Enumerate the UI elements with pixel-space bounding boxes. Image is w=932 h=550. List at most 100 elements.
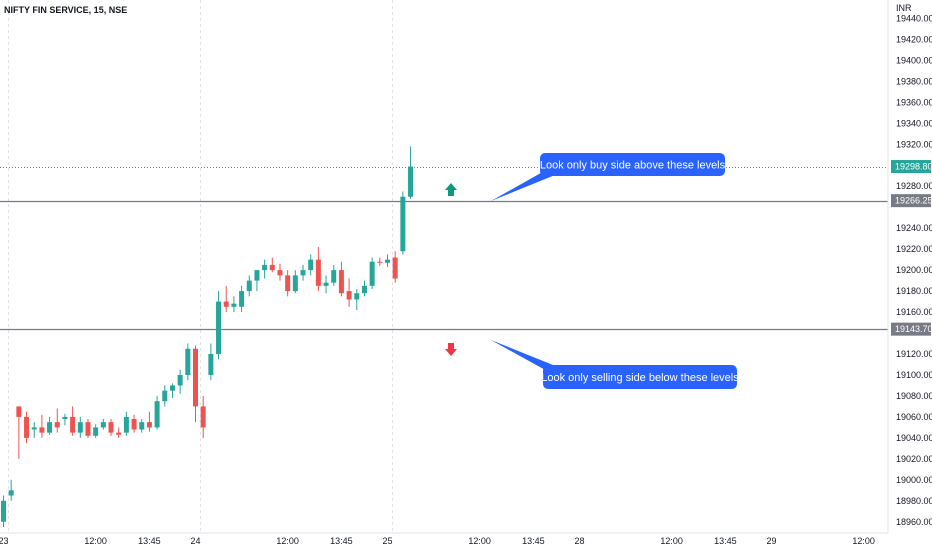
candle-down[interactable] (277, 263, 283, 281)
candle-up[interactable] (100, 419, 106, 430)
candle-down[interactable] (223, 285, 229, 313)
candle-body (377, 261, 383, 263)
candle-up[interactable] (8, 479, 14, 501)
candle-down[interactable] (193, 345, 198, 423)
candle-body (200, 406, 206, 428)
candle-up[interactable] (1, 495, 6, 527)
candle-body (331, 270, 337, 283)
candle-up[interactable] (77, 416, 83, 438)
level-price-tag-text: 19266.25 (895, 196, 932, 206)
level-price-tag-bg (891, 322, 931, 336)
candle-up[interactable] (169, 383, 175, 399)
x-tick-label: 12:00 (276, 536, 299, 546)
candle-down[interactable] (54, 408, 60, 433)
candle-up[interactable] (139, 419, 145, 433)
candle-down[interactable] (392, 251, 398, 283)
candle-up[interactable] (254, 270, 260, 292)
candle-down[interactable] (315, 247, 321, 292)
candle-body (369, 261, 375, 286)
buy-callout-pointer (491, 165, 555, 201)
candle-up[interactable] (354, 288, 360, 310)
candle-up[interactable] (31, 422, 37, 438)
candle-up[interactable] (239, 285, 245, 313)
candle-down[interactable] (285, 270, 291, 297)
candle-body (16, 406, 22, 417)
candle-down[interactable] (338, 261, 344, 297)
sell-callout[interactable]: Look only selling side below these level… (491, 340, 739, 389)
candle-up[interactable] (93, 424, 99, 438)
candle-up[interactable] (331, 264, 337, 286)
candle-up[interactable] (292, 270, 298, 294)
time-axis[interactable]: 23 12:00 13:45 24 12:00 13:45 25 12:00 13:45 28 12… (0, 536, 875, 546)
candle-down[interactable] (346, 278, 352, 307)
candle-body (139, 422, 145, 430)
candle-body (39, 427, 45, 433)
price-tags: 19266.25 19143.70 19298.80 (891, 160, 932, 336)
candle-up[interactable] (208, 343, 214, 381)
candle-body (8, 490, 14, 496)
y-tick-label: 18960.00 (896, 517, 932, 527)
y-tick-label: 19160.00 (896, 307, 932, 317)
candle-body (315, 259, 321, 286)
candle-body (308, 259, 314, 271)
price-axis[interactable]: 19440.00 19420.00 19400.00 19380.00 19360.00… (896, 13, 932, 526)
candle-down[interactable] (39, 414, 45, 438)
candle-down[interactable] (200, 395, 206, 438)
candle-down[interactable] (116, 427, 122, 438)
x-tick-label: 23 (0, 536, 9, 546)
candle-body (408, 166, 414, 197)
candle-down[interactable] (85, 419, 91, 438)
candle-up[interactable] (162, 385, 168, 407)
x-tick-label: 12:00 (660, 536, 683, 546)
candle-body (208, 354, 214, 375)
candle-body (361, 285, 367, 294)
candle-up[interactable] (216, 291, 222, 360)
candle-up[interactable] (385, 254, 390, 267)
candle-up[interactable] (400, 191, 406, 255)
level-layer (0, 167, 888, 331)
candle-up[interactable] (408, 146, 414, 199)
candle-up[interactable] (308, 254, 314, 276)
candle-up[interactable] (123, 411, 129, 436)
buy-callout[interactable]: Look only buy side above these levels (491, 153, 726, 201)
candle-down[interactable] (269, 257, 275, 273)
candle-up[interactable] (177, 369, 183, 394)
candle-up[interactable] (47, 416, 53, 435)
candle-down[interactable] (16, 406, 22, 459)
candle-body (292, 275, 298, 292)
candle-up[interactable] (262, 259, 268, 279)
current-price-tag-text: 19298.80 (895, 162, 932, 172)
candle-up[interactable] (231, 296, 237, 313)
candle-down[interactable] (24, 411, 30, 444)
candle-up[interactable] (185, 343, 191, 381)
level-price-tag-text: 19143.70 (895, 324, 932, 334)
candle-body (300, 270, 306, 276)
y-tick-label: 19440.00 (896, 13, 932, 23)
buy-callout-text: Look only buy side above these levels (540, 160, 726, 172)
annotation-layer: Look only buy side above these levels Loo… (445, 153, 739, 389)
x-tick-label: 12:00 (852, 536, 875, 546)
candle-body (346, 291, 352, 300)
candle-up[interactable] (300, 264, 306, 281)
candle-body (400, 196, 406, 252)
candle-down[interactable] (108, 419, 114, 436)
sell-callout-box (543, 365, 737, 389)
candle-down[interactable] (146, 411, 152, 432)
candle-down[interactable] (70, 406, 76, 436)
candle-up[interactable] (323, 275, 329, 294)
candle-up[interactable] (246, 275, 252, 297)
x-tick-label: 24 (190, 536, 200, 546)
buy-callout-box (540, 153, 725, 176)
candle-up[interactable] (369, 257, 375, 289)
candle-body (262, 264, 268, 271)
candle-body (85, 422, 91, 436)
candle-up[interactable] (361, 280, 367, 297)
candle-up[interactable] (154, 395, 160, 430)
candle-down[interactable] (131, 414, 137, 433)
x-tick-label: 13:45 (330, 536, 353, 546)
candle-up[interactable] (62, 413, 68, 426)
candle-down[interactable] (377, 257, 383, 266)
level-price-tag: 19143.70 (891, 322, 932, 336)
